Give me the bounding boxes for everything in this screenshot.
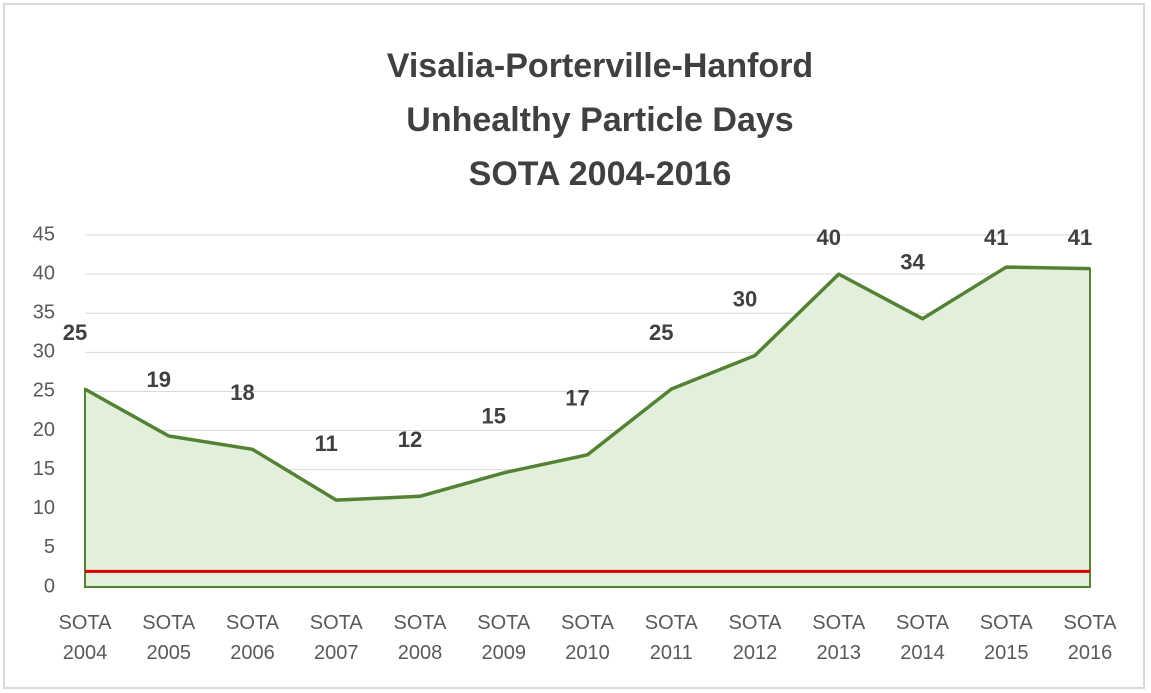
y-tick-label: 25: [33, 380, 55, 402]
data-label: 17: [565, 386, 589, 411]
x-tick-label: SOTA 2009: [477, 612, 531, 664]
y-tick-label: 0: [44, 575, 55, 597]
data-label: 25: [63, 320, 87, 345]
data-label: 15: [482, 404, 506, 429]
chart-title: Unhealthy Particle Days: [406, 101, 793, 139]
x-tick-label: SOTA 2013: [812, 612, 866, 664]
data-label: 12: [398, 427, 422, 452]
y-tick-label: 30: [33, 341, 55, 363]
data-label: 19: [147, 367, 171, 392]
area: [84, 266, 1091, 588]
y-tick-label: 40: [33, 262, 55, 284]
y-tick-label: 10: [33, 497, 55, 519]
data-label: 18: [230, 380, 254, 405]
data-label: 40: [817, 225, 841, 250]
data-label: 34: [900, 250, 925, 275]
x-tick-label: SOTA 2007: [309, 612, 363, 664]
y-tick-label: 15: [33, 458, 55, 480]
x-tick-label: SOTA 2008: [393, 612, 447, 664]
x-tick-label: SOTA 2006: [226, 612, 279, 664]
data-label: 30: [733, 286, 757, 311]
line: [84, 265, 1091, 502]
data-label: 41: [984, 225, 1008, 250]
chart-title: SOTA 2004-2016: [469, 155, 732, 193]
y-tick-label: 20: [33, 419, 55, 441]
x-tick-label: SOTA 2015: [979, 612, 1033, 664]
x-tick-label: SOTA 2005: [142, 612, 196, 664]
y-tick-label: 5: [44, 536, 55, 558]
data-label: 11: [315, 431, 338, 456]
chart-title: Visalia-Porterville-Hanford: [387, 47, 813, 85]
x-tick-label: SOTA 2016: [1063, 612, 1117, 664]
chart-frame: [3, 3, 1145, 689]
data-label: 41: [1068, 225, 1092, 250]
x-tick-label: SOTA 2011: [644, 612, 698, 664]
y-tick-label: 45: [33, 223, 55, 245]
data-label: 25: [649, 320, 673, 345]
x-tick-label: SOTA 2012: [728, 612, 782, 664]
x-tick-label: SOTA 2010: [561, 612, 614, 664]
x-tick-label: SOTA 2004: [58, 612, 112, 664]
x-tick-label: SOTA 2014: [896, 612, 949, 664]
y-tick-label: 35: [33, 302, 55, 324]
